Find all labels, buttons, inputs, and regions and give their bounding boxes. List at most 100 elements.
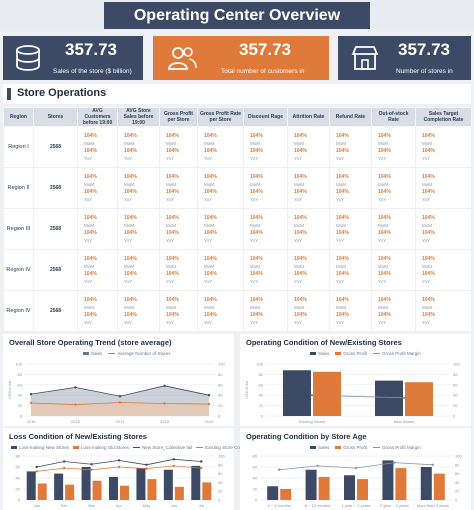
metric-pct: 104% xyxy=(124,271,137,277)
kpi-label: Sales of the store ($ billion) xyxy=(53,68,132,75)
chart-legend: Loss-making New Stores Loss-making Old S… xyxy=(11,445,264,450)
chart-legend: Sales Average Number of Stores xyxy=(83,351,170,356)
metric-values: 104% MoM 104% YoY xyxy=(288,133,329,161)
yoy-label: YoY xyxy=(336,238,345,243)
metric-pct: 104% xyxy=(204,312,217,318)
y-tick-label: 0 xyxy=(20,414,23,419)
new-existing-chart: 100 80 60 40 20 0 100 80 60 40 20 0 USD in bn Existin… xyxy=(244,362,460,425)
metric-pct: 104% xyxy=(166,230,179,236)
mom-label: MoM xyxy=(378,223,388,228)
section-title: Store Operations xyxy=(17,87,107,99)
metric-pct: 104% xyxy=(166,133,179,139)
yoy-label: YoY xyxy=(204,156,213,161)
yoy-label: YoY xyxy=(294,156,303,161)
stores-line-point xyxy=(118,401,122,404)
metric-pct: 104% xyxy=(378,297,391,303)
y-tick-label: 80 xyxy=(253,454,258,459)
metric-pct: 104% xyxy=(166,215,179,221)
bar xyxy=(26,471,36,500)
metric-pct: 104% xyxy=(84,256,97,262)
metric-values: 104% MoM 104% YoY xyxy=(244,215,287,243)
mom-label: MoM xyxy=(422,305,432,310)
metric-pct: 104% xyxy=(204,230,217,236)
metric-cell: 104% MoM 104% YoY xyxy=(415,208,472,250)
bar xyxy=(109,476,118,500)
mom-label: MoM xyxy=(250,264,260,269)
metric-cell: 104% MoM 104% YoY xyxy=(77,290,118,332)
kpi-card-customers: 357.73 Total number of customers in xyxy=(153,36,329,80)
x-tick-label: May xyxy=(143,503,151,508)
mom-label: MoM xyxy=(204,305,214,310)
metric-cell: 104% MoM 104% YoY xyxy=(197,208,244,250)
metric-values: 104% MoM 104% YoY xyxy=(330,174,371,202)
metric-pct: 104% xyxy=(250,133,263,139)
y-tick-label: 0 xyxy=(18,498,21,503)
bar xyxy=(136,468,146,500)
section-accent xyxy=(7,88,11,100)
yoy-label: YoY xyxy=(336,197,345,202)
metric-pct: 104% xyxy=(250,174,263,180)
kpi-label: Total number of customers in xyxy=(221,68,305,75)
section-header: Store Operations xyxy=(3,84,471,104)
column-header: Gross Profit Rate per Store xyxy=(197,107,244,127)
yoy-label: YoY xyxy=(124,197,133,202)
metric-values: 104% MoM 104% YoY xyxy=(416,256,471,284)
yoy-label: YoY xyxy=(422,279,431,284)
legend-label: Existing Store Collective Rate xyxy=(205,445,265,450)
legend-swatch xyxy=(373,447,381,448)
y-tick-label-right: 100 xyxy=(218,454,225,459)
loss-chart: 80 60 40 20 0 100 80 60 40 20 0 Jan Feb Mar Apr May Jun J… xyxy=(16,454,226,509)
metric-pct: 104% xyxy=(204,189,217,195)
metric-pct: 104% xyxy=(294,133,307,139)
legend-label: Gross Profit Margin xyxy=(382,351,421,356)
mom-label: MoM xyxy=(204,182,214,187)
sales-line-point xyxy=(74,386,77,389)
metric-pct: 104% xyxy=(250,215,263,221)
chart-panel-new-existing: Operating Condition of New/Existing Stor… xyxy=(240,334,471,426)
metric-pct: 104% xyxy=(378,215,391,221)
y-tick-label-right: 0 xyxy=(218,498,221,503)
metric-cell: 104% MoM 104% YoY xyxy=(415,249,472,291)
bar xyxy=(65,484,75,500)
y-tick-label-right: 40 xyxy=(218,480,223,485)
metric-values: 104% MoM 104% YoY xyxy=(198,256,243,284)
legend-label: Loss-making New Stores xyxy=(19,445,70,450)
legend-item: Existing Store Collective Rate xyxy=(196,445,264,450)
metric-pct: 104% xyxy=(84,174,97,180)
metric-pct: 104% xyxy=(166,271,179,277)
series-line-point xyxy=(90,468,93,471)
legend-swatch xyxy=(310,446,316,449)
bar xyxy=(420,467,432,500)
y-tick-label: 40 xyxy=(16,476,21,481)
legend-swatch xyxy=(196,447,204,448)
mom-label: MoM xyxy=(166,305,176,310)
metric-pct: 104% xyxy=(378,256,391,262)
metric-values: 104% MoM 104% YoY xyxy=(372,297,415,325)
series-line-point xyxy=(278,468,281,471)
metric-cell: 104% MoM 104% YoY xyxy=(77,249,118,291)
stores-line-point xyxy=(74,403,77,406)
y-tick-label-right: 20 xyxy=(453,403,458,408)
metric-pct: 104% xyxy=(250,189,263,195)
metric-cell: 104% MoM 104% YoY xyxy=(329,126,372,168)
metric-pct: 104% xyxy=(166,256,179,262)
y-tick-label: 80 xyxy=(16,454,21,459)
bar xyxy=(54,473,64,500)
metric-values: 104% MoM 104% YoY xyxy=(198,215,243,243)
metric-pct: 104% xyxy=(84,148,97,154)
yoy-label: YoY xyxy=(84,320,93,325)
metric-cell: 104% MoM 104% YoY xyxy=(371,208,416,250)
mom-label: MoM xyxy=(124,305,134,310)
legend-swatch xyxy=(108,353,116,354)
metric-values: 104% MoM 104% YoY xyxy=(416,297,471,325)
metric-values: 104% MoM 104% YoY xyxy=(244,297,287,325)
x-tick-label: 1 year ~ 2 years xyxy=(342,503,371,508)
metric-pct: 104% xyxy=(204,256,217,262)
yoy-label: YoY xyxy=(422,320,431,325)
y-tick-label-right: 20 xyxy=(218,403,223,408)
metric-pct: 104% xyxy=(422,271,435,277)
bar xyxy=(405,382,433,416)
metric-pct: 104% xyxy=(166,148,179,154)
legend-label: Sales xyxy=(91,351,103,356)
y-tick-label: 60 xyxy=(16,465,21,470)
